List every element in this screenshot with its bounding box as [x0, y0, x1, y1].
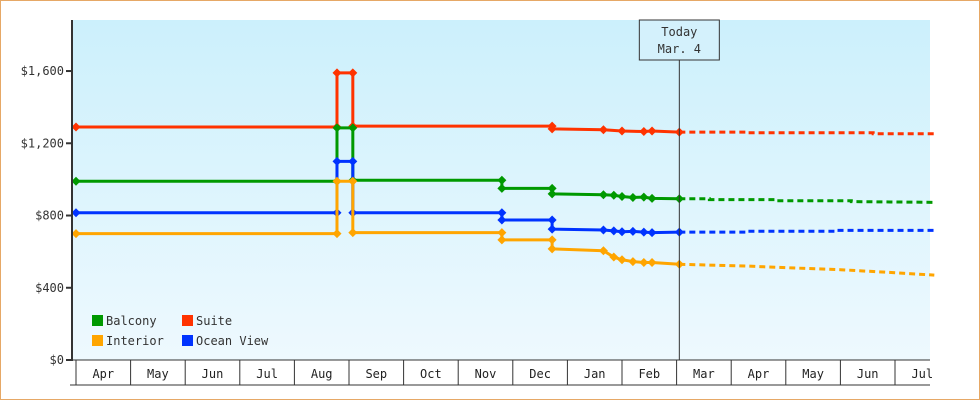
data-point-marker — [547, 124, 557, 134]
data-point-marker — [332, 68, 342, 78]
data-point-marker — [497, 215, 507, 225]
data-point-marker — [598, 190, 608, 200]
data-point-marker — [348, 123, 358, 133]
forecast-line — [679, 228, 935, 234]
y-tick-label: $1,200 — [21, 136, 64, 150]
data-point-marker — [348, 176, 358, 186]
data-point-marker — [547, 215, 557, 225]
y-tick-label: $400 — [35, 281, 64, 295]
y-tick-label: $0 — [50, 353, 64, 367]
data-point-marker — [332, 176, 342, 186]
data-point-marker — [547, 244, 557, 254]
today-marker: Today Mar. 4 — [638, 19, 720, 360]
legend-label: Suite — [196, 314, 232, 328]
series-suite — [71, 68, 935, 137]
data-point-marker — [547, 224, 557, 234]
data-point-marker — [547, 235, 557, 245]
data-point-marker — [628, 192, 638, 202]
data-point-marker — [497, 235, 507, 245]
today-box — [638, 19, 720, 61]
data-point-marker — [647, 257, 657, 267]
axes: $0 $400 $800 $1,200 $1,600 Apr May Jun Jul Aug Sep… — [21, 20, 933, 386]
month-label: Aug — [311, 367, 333, 381]
data-point-marker — [497, 228, 507, 238]
month-label: Apr — [92, 367, 114, 381]
data-point-marker — [617, 192, 627, 202]
data-point-marker — [71, 208, 81, 218]
data-point-marker — [609, 190, 619, 200]
data-point-marker — [639, 227, 649, 237]
month-label: Jul — [911, 367, 933, 381]
data-point-marker — [71, 229, 81, 239]
month-label: May — [802, 367, 824, 381]
month-label: Jul — [256, 367, 278, 381]
forecast-line — [679, 130, 935, 136]
month-label: Apr — [748, 367, 770, 381]
legend-label: Interior — [106, 334, 164, 348]
data-point-marker — [598, 125, 608, 135]
data-point-marker — [547, 183, 557, 193]
series-line — [76, 179, 680, 266]
data-point-marker — [598, 225, 608, 235]
data-point-marker — [332, 156, 342, 166]
data-point-marker — [332, 123, 342, 133]
y-tick-label: $800 — [35, 209, 64, 223]
month-label: Feb — [638, 367, 660, 381]
data-point-marker — [617, 255, 627, 265]
data-point-marker — [617, 227, 627, 237]
legend-swatch — [182, 335, 193, 346]
month-label: Nov — [475, 367, 497, 381]
legend: Balcony Suite Interior Ocean View — [92, 314, 269, 348]
legend-item-interior: Interior — [92, 334, 164, 348]
legend-label: Ocean View — [196, 334, 269, 348]
today-label: Today — [661, 25, 697, 39]
data-point-marker — [497, 175, 507, 185]
month-label: Mar — [693, 367, 715, 381]
month-label: Sep — [365, 367, 387, 381]
data-point-marker — [639, 257, 649, 267]
data-point-marker — [547, 189, 557, 199]
data-point-marker — [628, 257, 638, 267]
month-label: May — [147, 367, 169, 381]
month-label: Oct — [420, 367, 442, 381]
data-point-marker — [497, 208, 507, 218]
month-label: Jun — [857, 367, 879, 381]
data-point-marker — [71, 122, 81, 132]
data-point-marker — [617, 126, 627, 136]
legend-label: Balcony — [106, 314, 157, 328]
data-point-marker — [332, 229, 342, 239]
legend-swatch — [182, 315, 193, 326]
data-point-marker — [598, 246, 608, 256]
data-point-marker — [71, 176, 81, 186]
legend-swatch — [92, 315, 103, 326]
data-point-marker — [628, 226, 638, 236]
series-layer — [71, 68, 935, 277]
data-point-marker — [647, 126, 657, 136]
y-tick-label: $1,600 — [21, 64, 64, 78]
data-point-marker — [348, 156, 358, 166]
data-point-marker — [348, 68, 358, 78]
data-point-marker — [647, 228, 657, 238]
data-point-marker — [609, 252, 619, 262]
forecast-line — [679, 197, 935, 204]
month-label: Jan — [584, 367, 606, 381]
series-interior — [71, 176, 935, 277]
data-point-marker — [639, 192, 649, 202]
legend-swatch — [92, 335, 103, 346]
month-label: Jun — [202, 367, 224, 381]
month-label: Dec — [529, 367, 551, 381]
data-point-marker — [348, 228, 358, 238]
data-point-marker — [647, 193, 657, 203]
today-date: Mar. 4 — [658, 42, 701, 56]
data-point-marker — [497, 183, 507, 193]
legend-item-suite: Suite — [182, 314, 232, 328]
legend-item-ocean-view: Ocean View — [182, 334, 269, 348]
series-line — [76, 159, 680, 235]
data-point-marker — [639, 127, 649, 137]
data-point-marker — [609, 226, 619, 236]
legend-item-balcony: Balcony — [92, 314, 157, 328]
